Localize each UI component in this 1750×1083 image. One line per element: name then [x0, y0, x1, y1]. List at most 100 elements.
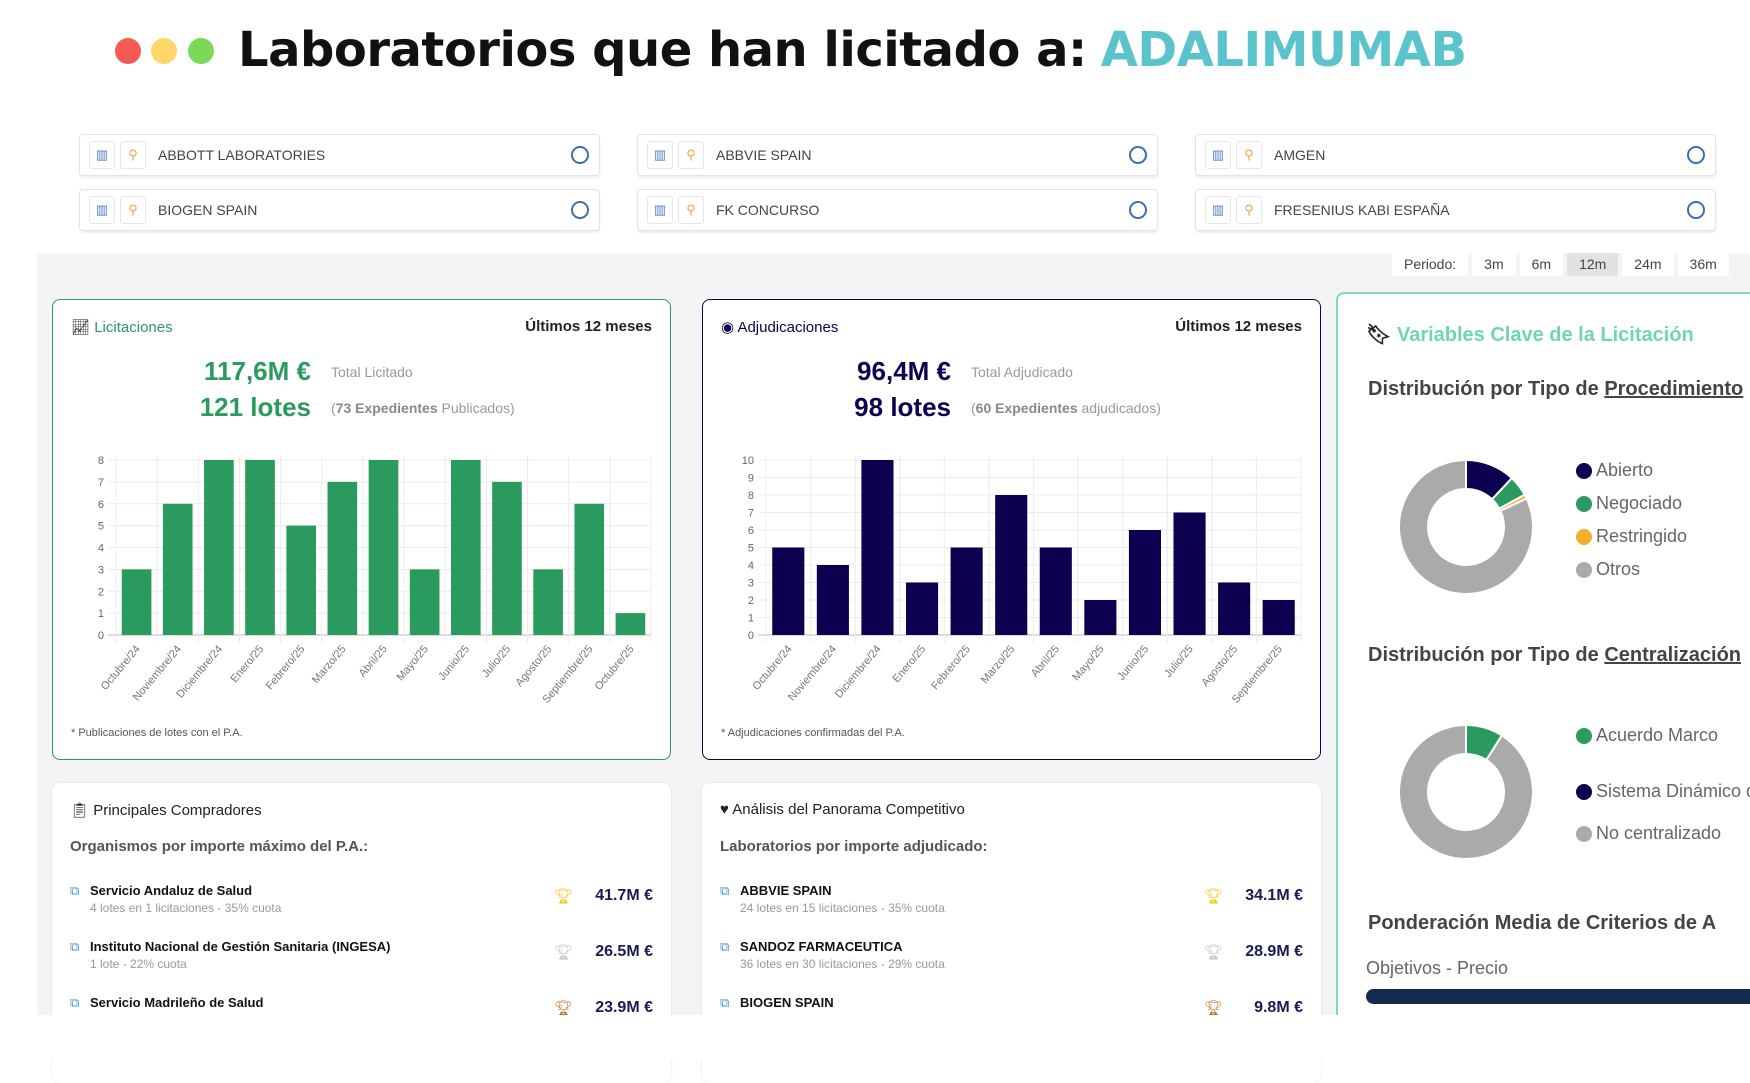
period-36m[interactable]: 36m — [1677, 253, 1729, 276]
bar-chart-icon[interactable]: ▥ — [1205, 196, 1231, 224]
bar-chart-icon[interactable]: ▥ — [647, 141, 673, 169]
y-tick-label: 6 — [98, 499, 104, 511]
bar — [861, 460, 894, 635]
item-name[interactable]: Servicio Andaluz de Salud — [90, 883, 253, 898]
radio-circle-icon[interactable] — [571, 146, 589, 164]
y-tick-label: 10 — [742, 455, 754, 467]
adjudicaciones-card: ◉ Adjudicaciones Últimos 12 meses 96,4M … — [702, 299, 1321, 760]
list-item: ⧉ Instituto Nacional de Gestión Sanitari… — [70, 939, 653, 989]
x-tick-label: Enero/25 — [890, 643, 928, 685]
bar — [1173, 512, 1206, 635]
trophy-icon: 🏆︎ — [553, 1000, 573, 1017]
adjudicaciones-bar-chart: 0 1 2 3 4 5 6 7 8 9 10 Octubre/24Noviembre/24Diciem… — [742, 455, 1302, 706]
page-title: Laboratorios que han licitado a: ADALIMUM… — [238, 22, 1467, 78]
period-12m[interactable]: 12m — [1567, 253, 1619, 276]
search-icon[interactable]: ⚲ — [678, 196, 704, 224]
company-filter[interactable]: ▥ ⚲ BIOGEN SPAIN — [79, 189, 600, 231]
minimize-dot[interactable] — [151, 38, 177, 64]
company-filter[interactable]: ▥ ⚲ AMGEN — [1195, 134, 1716, 176]
legend-swatch — [1576, 825, 1592, 842]
donut-slice — [1398, 723, 1534, 860]
item-name[interactable]: Servicio Madrileño de Salud — [90, 995, 264, 1010]
item-amount: 9.8M € — [1254, 999, 1303, 1016]
period-6m[interactable]: 6m — [1519, 253, 1564, 276]
trophy-icon: 🏆︎ — [1203, 888, 1223, 905]
expedientes-label: (60 Expedientes adjudicados) — [971, 400, 1161, 416]
legend-swatch — [1576, 561, 1592, 578]
item-amount: 28.9M € — [1245, 943, 1303, 960]
legend-swatch — [1576, 462, 1592, 479]
legend-item[interactable]: Otros — [1576, 559, 1640, 580]
ponderacion-heading: Ponderación Media de Criterios de A — [1368, 912, 1717, 934]
y-tick-label: 8 — [98, 455, 104, 467]
legend-item[interactable]: Negociado — [1576, 493, 1682, 514]
procedimiento-heading: Distribución por Tipo de Procedimiento — [1368, 378, 1743, 401]
radio-circle-icon[interactable] — [1129, 146, 1147, 164]
heartbeat-icon: ♥ — [720, 801, 729, 818]
x-tick-label: Mayo/25 — [1070, 643, 1106, 683]
bar — [905, 582, 939, 635]
item-name[interactable]: Instituto Nacional de Gestión Sanitaria … — [90, 939, 391, 954]
external-link-icon[interactable]: ⧉ — [720, 939, 730, 954]
search-icon[interactable]: ⚲ — [678, 141, 704, 169]
bar — [450, 460, 481, 635]
range-label: Últimos 12 meses — [1175, 318, 1302, 335]
external-link-icon[interactable]: ⧉ — [70, 995, 80, 1010]
search-icon[interactable]: ⚲ — [120, 196, 146, 224]
x-tick-label: Octubre/24 — [750, 643, 794, 692]
maximize-dot[interactable] — [188, 38, 214, 64]
card-subtitle: Organismos por importe máximo del P.A.: — [70, 838, 369, 855]
total-amount: 117,6M € — [204, 356, 311, 386]
external-link-icon[interactable]: ⧉ — [720, 995, 730, 1010]
donut-slice — [1398, 458, 1534, 595]
expedientes-label: (73 Expedientes Publicados) — [331, 400, 515, 416]
company-name: AMGEN — [1274, 147, 1326, 163]
bar-chart-icon[interactable]: ▥ — [89, 196, 115, 224]
radio-circle-icon[interactable] — [1687, 146, 1705, 164]
bar — [162, 503, 193, 635]
period-label: Periodo: — [1392, 253, 1469, 276]
item-name[interactable]: BIOGEN SPAIN — [740, 995, 834, 1010]
search-icon[interactable]: ⚲ — [1236, 141, 1262, 169]
radio-circle-icon[interactable] — [1129, 201, 1147, 219]
heading-underlined-rest: to — [1724, 378, 1744, 400]
bar — [368, 460, 399, 635]
item-amount: 23.9M € — [595, 999, 653, 1016]
search-icon[interactable]: ⚲ — [120, 141, 146, 169]
company-filter[interactable]: ▥ ⚲ FRESENIUS KABI ESPAÑA — [1195, 189, 1716, 231]
bar-chart-icon[interactable]: ▥ — [89, 141, 115, 169]
company-filter[interactable]: ▥ ⚲ ABBOTT LABORATORIES — [79, 134, 600, 176]
legend-item[interactable]: No centralizado — [1576, 823, 1721, 844]
search-icon[interactable]: ⚲ — [1236, 196, 1262, 224]
external-link-icon[interactable]: ⧉ — [70, 883, 80, 898]
list-item: ⧉ SANDOZ FARMACEUTICA 36 lotes en 30 lic… — [720, 939, 1303, 989]
total-amount: 96,4M € — [857, 356, 951, 386]
trophy-icon: 🏆︎ — [553, 888, 573, 905]
y-tick-label: 5 — [98, 521, 104, 533]
bar-chart-icon[interactable]: ▥ — [1205, 141, 1231, 169]
bar — [1084, 600, 1117, 635]
total-label: Total Adjudicado — [971, 364, 1073, 380]
card-title: Análisis del Panorama Competitivo — [732, 801, 965, 818]
item-name[interactable]: SANDOZ FARMACEUTICA — [740, 939, 903, 954]
bar-chart-icon[interactable]: ▥ — [647, 196, 673, 224]
item-name[interactable]: ABBVIE SPAIN — [740, 883, 832, 898]
company-filter[interactable]: ▥ ⚲ ABBVIE SPAIN — [637, 134, 1158, 176]
period-24m[interactable]: 24m — [1622, 253, 1674, 276]
bar — [286, 525, 317, 635]
legend-item[interactable]: Abierto — [1576, 460, 1653, 481]
bar — [1128, 530, 1162, 635]
radio-circle-icon[interactable] — [1687, 201, 1705, 219]
criteria-progress-bar — [1366, 989, 1750, 1004]
close-dot[interactable] — [115, 38, 141, 64]
external-link-icon[interactable]: ⧉ — [720, 883, 730, 898]
period-3m[interactable]: 3m — [1472, 253, 1516, 276]
drug-name: ADALIMUMAB — [1100, 22, 1467, 78]
radio-circle-icon[interactable] — [571, 201, 589, 219]
external-link-icon[interactable]: ⧉ — [70, 939, 80, 954]
legend-item[interactable]: Restringido — [1576, 526, 1687, 547]
company-filter[interactable]: ▥ ⚲ FK CONCURSO — [637, 189, 1158, 231]
legend-item[interactable]: Sistema Dinámico d — [1576, 781, 1750, 802]
trophy-icon: 🏆︎ — [553, 944, 573, 961]
legend-item[interactable]: Acuerdo Marco — [1576, 725, 1718, 746]
